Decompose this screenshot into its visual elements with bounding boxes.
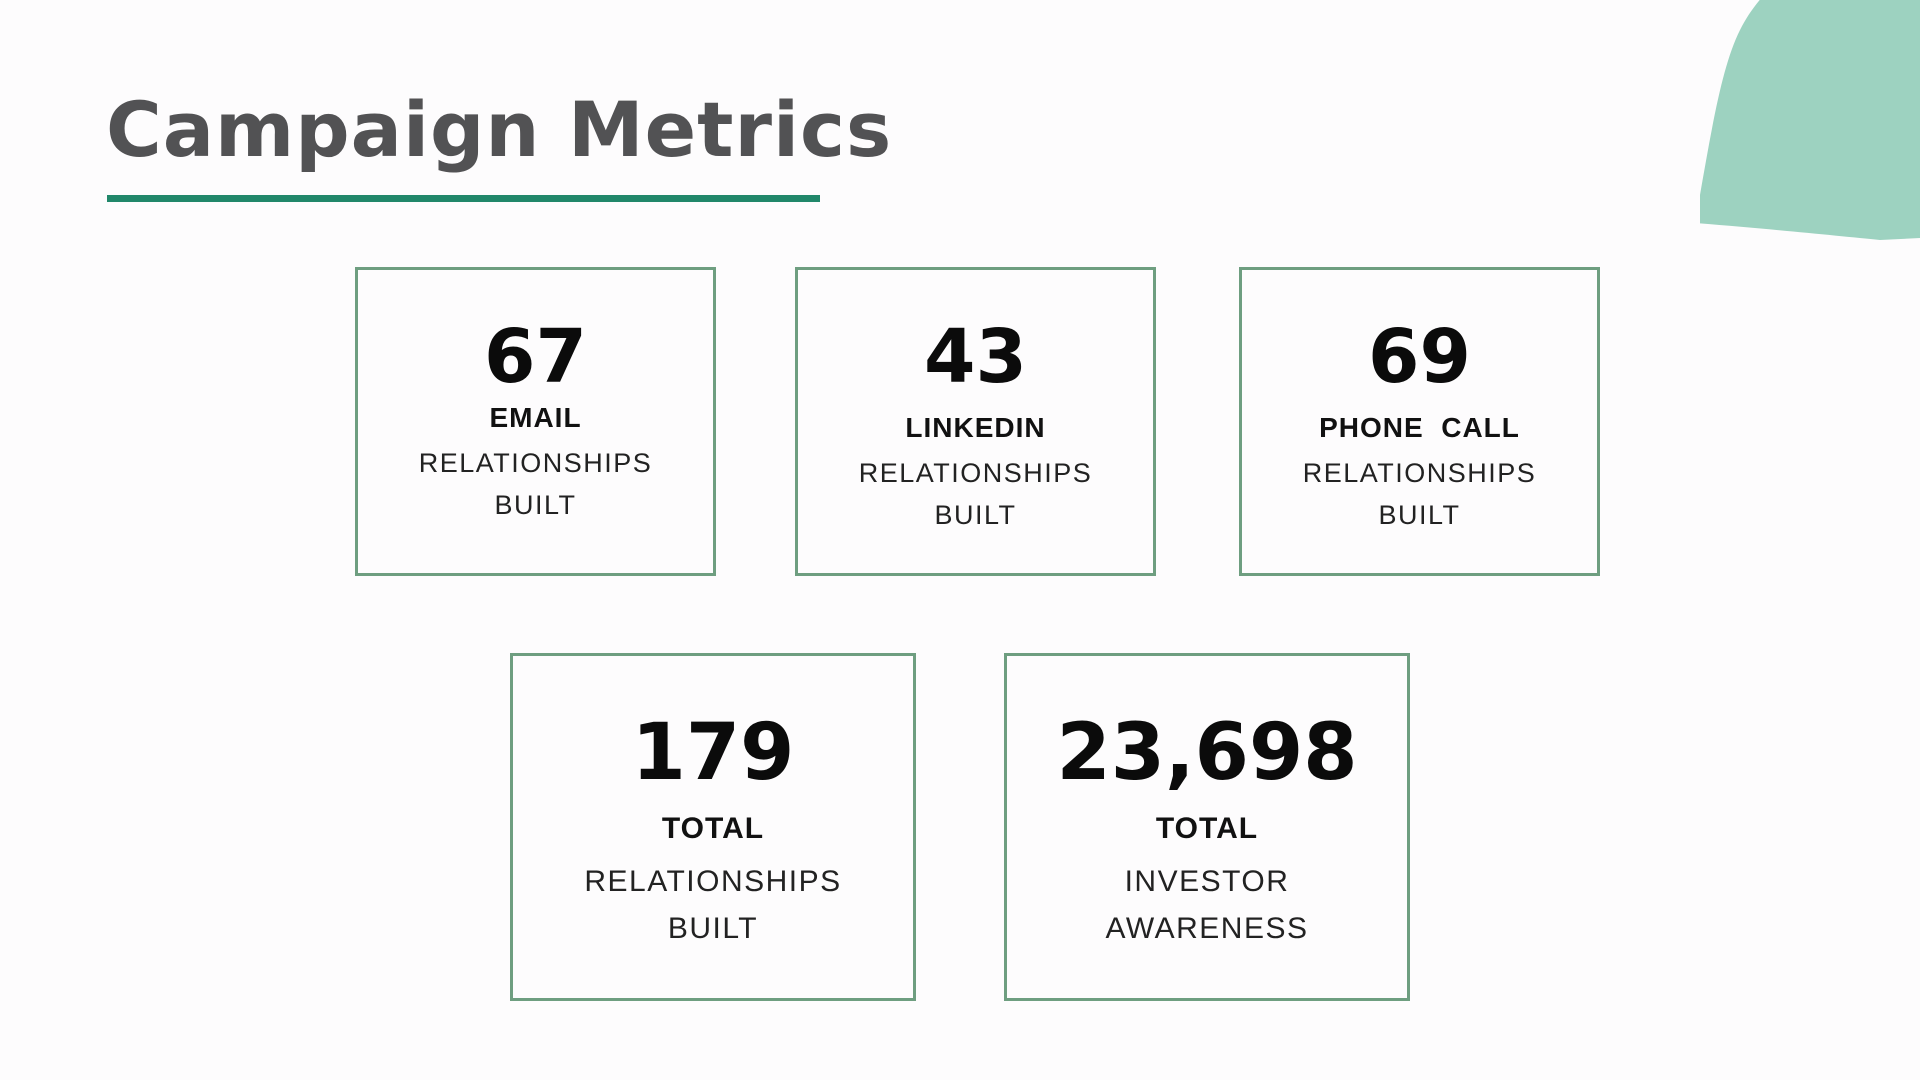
metric-description-line: RELATIONSHIPS bbox=[858, 458, 1093, 488]
blob-shape bbox=[1700, 0, 1920, 240]
metric-value: 43 bbox=[924, 314, 1027, 400]
metric-card-linkedin: 43 LINKEDIN RELATIONSHIPS BUILT bbox=[795, 267, 1156, 576]
metric-description-line: AWARENESS bbox=[1105, 912, 1309, 945]
page-title: Campaign Metrics bbox=[106, 85, 893, 174]
metric-description: RELATIONSHIPS BUILT bbox=[584, 858, 841, 952]
metric-description-line: BUILT bbox=[494, 490, 577, 520]
metric-description-line: BUILT bbox=[667, 912, 759, 945]
metric-value: 179 bbox=[631, 708, 795, 798]
metric-value: 23,698 bbox=[1056, 708, 1358, 798]
metric-card-total-relationships: 179 TOTAL RELATIONSHIPS BUILT bbox=[510, 653, 916, 1001]
metric-description-line: RELATIONSHIPS bbox=[418, 448, 653, 478]
metric-card-email: 67 EMAIL RELATIONSHIPS BUILT bbox=[355, 267, 716, 576]
metric-description-line: RELATIONSHIPS bbox=[584, 865, 842, 898]
metric-value: 67 bbox=[484, 314, 587, 400]
metric-category: PHONE CALL bbox=[1319, 412, 1520, 443]
metric-description: RELATIONSHIPS BUILT bbox=[419, 442, 653, 526]
metric-card-phone-call: 69 PHONE CALL RELATIONSHIPS BUILT bbox=[1239, 267, 1600, 576]
metric-category: LINKEDIN bbox=[905, 412, 1046, 443]
metric-description-line: INVESTOR bbox=[1124, 865, 1290, 898]
metric-description-line: RELATIONSHIPS bbox=[1302, 458, 1537, 488]
metric-category: TOTAL bbox=[661, 812, 765, 845]
metric-description-line: BUILT bbox=[1378, 500, 1461, 530]
title-underline bbox=[107, 195, 820, 202]
metric-value: 69 bbox=[1368, 314, 1471, 400]
metric-category: EMAIL bbox=[489, 402, 582, 433]
metric-description: RELATIONSHIPS BUILT bbox=[859, 452, 1093, 536]
metric-description: INVESTOR AWARENESS bbox=[1106, 858, 1309, 952]
metric-description-line: BUILT bbox=[934, 500, 1017, 530]
metric-category: TOTAL bbox=[1155, 812, 1259, 845]
decorative-blob bbox=[1700, 0, 1920, 250]
metric-description: RELATIONSHIPS BUILT bbox=[1303, 452, 1537, 536]
metric-card-investor-awareness: 23,698 TOTAL INVESTOR AWARENESS bbox=[1004, 653, 1410, 1001]
